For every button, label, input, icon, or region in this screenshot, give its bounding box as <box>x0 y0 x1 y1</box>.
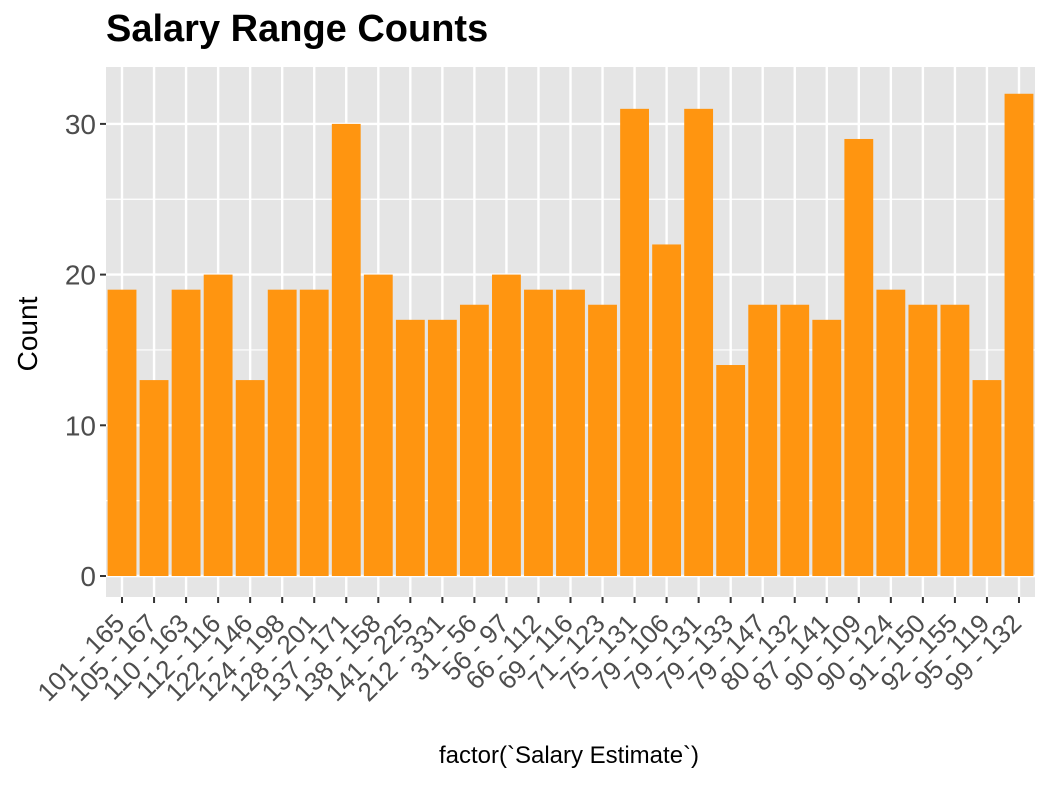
bar <box>620 108 649 576</box>
bar <box>299 289 329 576</box>
bar <box>972 380 1002 576</box>
bar <box>171 289 201 576</box>
bar <box>427 319 457 576</box>
bar <box>556 289 585 576</box>
bar <box>588 304 617 576</box>
bar <box>876 289 906 576</box>
bar <box>267 289 297 576</box>
bar <box>716 365 746 576</box>
bar <box>139 380 169 576</box>
bar <box>524 289 553 576</box>
bar <box>1004 93 1034 576</box>
bar <box>459 304 489 576</box>
bar <box>363 274 393 576</box>
y-tick-label: 30 <box>65 109 96 140</box>
bar <box>812 319 842 576</box>
y-axis-label: Count <box>12 296 43 372</box>
bar <box>107 289 137 576</box>
bar <box>203 274 233 576</box>
chart-title: Salary Range Counts <box>106 8 489 50</box>
bar <box>844 138 874 576</box>
bar <box>331 123 361 577</box>
bar <box>940 304 970 576</box>
bar <box>684 108 714 576</box>
bar <box>748 304 778 576</box>
y-tick-label: 20 <box>65 260 96 291</box>
y-tick-label: 0 <box>80 561 96 592</box>
bar <box>395 319 425 576</box>
bar <box>235 380 265 576</box>
x-axis-label: factor(`Salary Estimate`) <box>438 742 700 769</box>
y-tick-label: 10 <box>65 410 96 441</box>
bar <box>652 244 682 576</box>
bar <box>908 304 938 576</box>
bar <box>492 274 521 576</box>
bar <box>780 304 810 576</box>
